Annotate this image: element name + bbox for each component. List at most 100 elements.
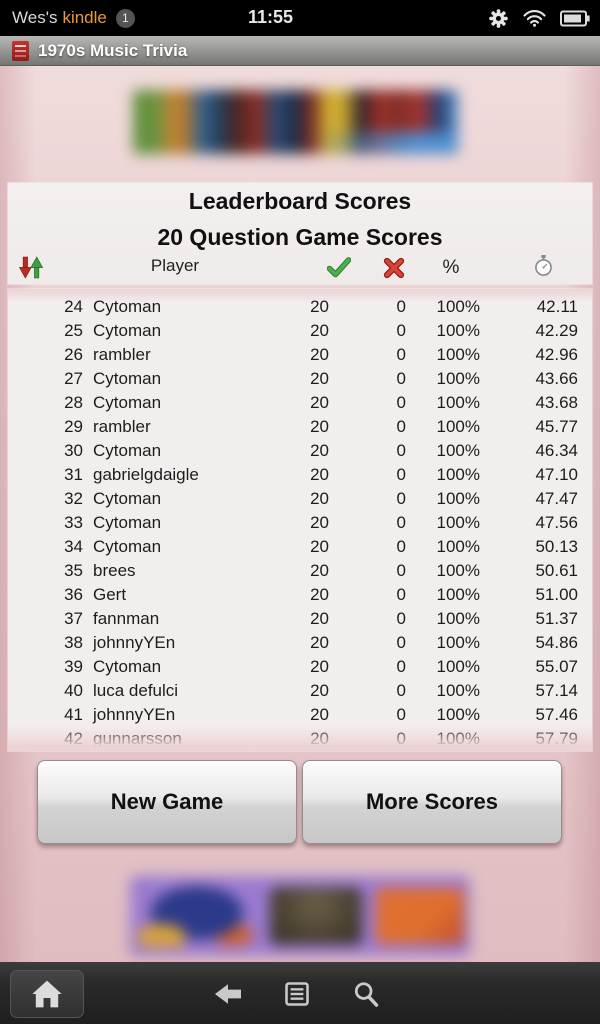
row-wrong-count: 0 [396, 561, 406, 580]
row-time: 42.11 [536, 297, 578, 316]
row-wrong-count: 0 [396, 513, 406, 532]
row-percent: 100% [436, 657, 480, 676]
row-rank: 41 [64, 705, 83, 724]
back-icon [212, 981, 244, 1007]
table-row: 27 Cytoman 20 0 100% 43.66 [8, 367, 592, 391]
row-correct-count: 20 [310, 537, 329, 556]
menu-icon [283, 981, 311, 1007]
row-player-name: Cytoman [93, 321, 162, 340]
checkmark-icon[interactable] [327, 256, 351, 278]
row-percent: 100% [436, 369, 480, 388]
row-percent: 100% [436, 417, 480, 436]
top-ad-banner[interactable] [133, 90, 458, 154]
row-percent: 100% [436, 489, 480, 508]
row-rank: 40 [64, 681, 83, 700]
search-button[interactable] [352, 963, 380, 1024]
row-rank: 35 [64, 561, 83, 580]
row-correct-count: 20 [310, 369, 329, 388]
row-player-name: Cytoman [93, 441, 162, 460]
table-row: 38 johnnyYEn 20 0 100% 54.86 [8, 631, 592, 655]
column-header-row: Player % [8, 253, 592, 283]
more-scores-button[interactable]: More Scores [302, 760, 562, 844]
table-row: 26 rambler 20 0 100% 42.96 [8, 343, 592, 367]
row-rank: 31 [64, 465, 83, 484]
bottom-ad-banner[interactable] [130, 876, 470, 956]
row-player-name: johnnyYEn [93, 633, 176, 652]
table-row: 31 gabrielgdaigle 20 0 100% 47.10 [8, 463, 592, 487]
table-row: 41 johnnyYEn 20 0 100% 57.46 [8, 703, 592, 727]
row-rank: 28 [64, 393, 83, 412]
leaderboard-subtitle: 20 Question Game Scores [157, 224, 443, 250]
table-row: 35 brees 20 0 100% 50.61 [8, 559, 592, 583]
x-icon[interactable] [383, 257, 405, 279]
row-wrong-count: 0 [396, 417, 406, 436]
row-wrong-count: 0 [396, 321, 406, 340]
row-rank: 30 [64, 441, 83, 460]
status-bar: Wes's kindle 1 11:55 [0, 0, 600, 36]
clock: 11:55 [248, 7, 294, 27]
row-correct-count: 20 [310, 489, 329, 508]
leaderboard-panel-header: Leaderboard Scores 20 Question Game Scor… [8, 183, 592, 284]
row-time: 55.07 [535, 657, 578, 676]
table-row: 36 Gert 20 0 100% 51.00 [8, 583, 592, 607]
home-button[interactable] [10, 970, 84, 1018]
settings-gear-icon[interactable] [488, 8, 509, 29]
row-percent: 100% [436, 633, 480, 652]
row-wrong-count: 0 [396, 705, 406, 724]
menu-button[interactable] [283, 963, 311, 1024]
percent-column-label[interactable]: % [442, 257, 460, 278]
bottom-nav-bar [0, 962, 600, 1024]
table-row: 29 rambler 20 0 100% 45.77 [8, 415, 592, 439]
row-percent: 100% [436, 609, 480, 628]
search-icon [352, 980, 380, 1008]
wifi-icon[interactable] [522, 8, 547, 28]
row-correct-count: 20 [310, 705, 329, 724]
row-wrong-count: 0 [396, 537, 406, 556]
row-percent: 100% [436, 441, 480, 460]
notification-badge[interactable]: 1 [115, 8, 135, 28]
ad-graphic-right [376, 888, 464, 944]
table-row: 30 Cytoman 20 0 100% 46.34 [8, 439, 592, 463]
row-player-name: Cytoman [93, 369, 162, 388]
table-row: 33 Cytoman 20 0 100% 47.56 [8, 511, 592, 535]
new-game-button[interactable]: New Game [37, 760, 297, 844]
row-rank: 34 [64, 537, 83, 556]
home-icon [31, 979, 63, 1009]
row-correct-count: 20 [310, 417, 329, 436]
row-rank: 39 [64, 657, 83, 676]
score-rows[interactable]: 24 Cytoman 20 0 100% 42.11 25 Cytoman 20… [8, 289, 592, 751]
row-rank: 25 [64, 321, 83, 340]
row-correct-count: 20 [310, 657, 329, 676]
table-row: 32 Cytoman 20 0 100% 47.47 [8, 487, 592, 511]
row-correct-count: 20 [310, 321, 329, 340]
row-percent: 100% [436, 681, 480, 700]
row-correct-count: 20 [310, 393, 329, 412]
row-percent: 100% [436, 393, 480, 412]
sort-arrows-icon[interactable] [16, 256, 46, 279]
row-wrong-count: 0 [396, 585, 406, 604]
row-time: 46.34 [535, 441, 578, 460]
row-wrong-count: 0 [396, 729, 406, 748]
row-rank: 36 [64, 585, 83, 604]
player-column-label[interactable]: Player [150, 256, 200, 275]
table-row: 37 fannman 20 0 100% 51.37 [8, 607, 592, 631]
row-rank: 37 [64, 609, 83, 628]
row-percent: 100% [436, 537, 480, 556]
row-time: 51.37 [535, 609, 578, 628]
row-correct-count: 20 [310, 297, 329, 316]
stopwatch-icon[interactable] [534, 254, 553, 277]
row-percent: 100% [436, 321, 480, 340]
back-button[interactable] [212, 963, 244, 1024]
row-correct-count: 20 [310, 681, 329, 700]
row-time: 43.66 [535, 369, 578, 388]
row-wrong-count: 0 [396, 369, 406, 388]
row-percent: 100% [436, 297, 480, 316]
row-correct-count: 20 [310, 345, 329, 364]
row-correct-count: 20 [310, 729, 329, 748]
table-row: 28 Cytoman 20 0 100% 43.68 [8, 391, 592, 415]
leaderboard-title: Leaderboard Scores [188, 188, 412, 214]
row-player-name: Cytoman [93, 657, 162, 676]
row-time: 57.14 [535, 681, 578, 700]
row-player-name: Cytoman [93, 513, 162, 532]
